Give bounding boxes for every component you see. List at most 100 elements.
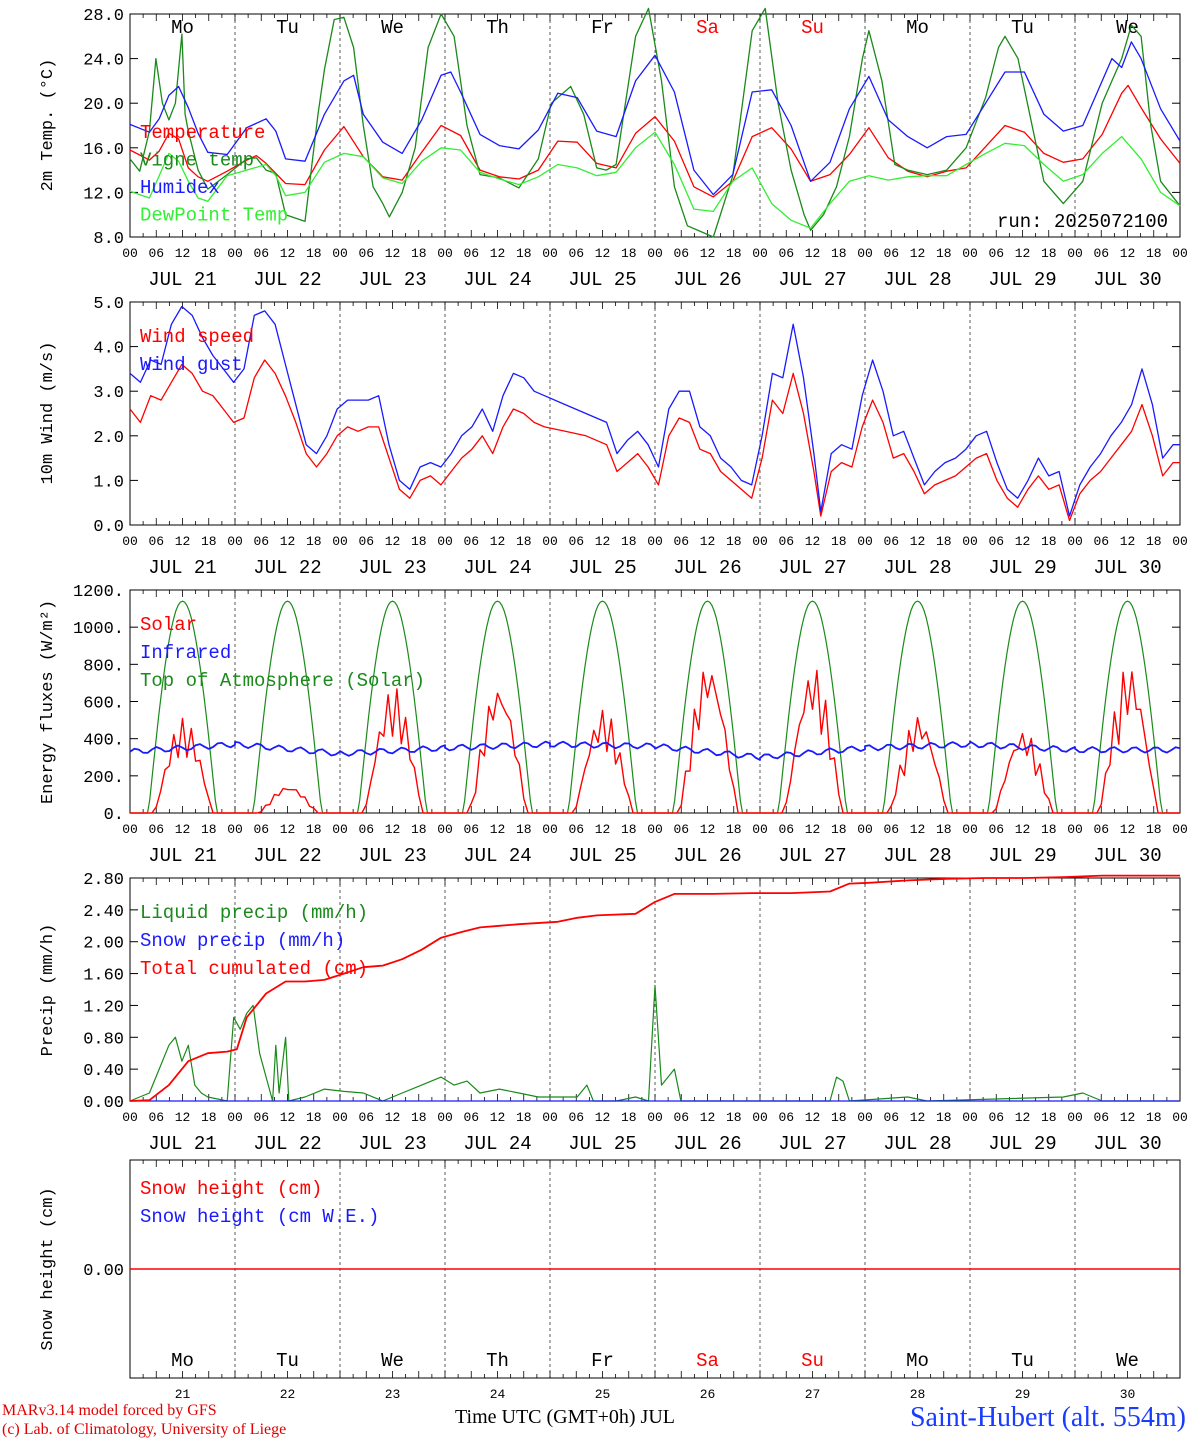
snow-legend-snow-height-cm-: Snow height (cm) — [140, 1178, 322, 1200]
bottom-day-name: Mo — [171, 1350, 194, 1372]
energy-ytick-label: 1200. — [73, 583, 124, 602]
bottom-day-number: 27 — [805, 1387, 821, 1402]
wind-date-label: JUL 21 — [148, 557, 216, 579]
energy-hour-label: 06 — [883, 822, 899, 837]
precip-hour-label: 00 — [437, 1110, 453, 1125]
energy-hour-label: 18 — [516, 822, 532, 837]
temp-hour-label: 12 — [805, 246, 821, 261]
temp-hour-label: 00 — [962, 246, 978, 261]
precip-hour-label: 00 — [647, 1110, 663, 1125]
energy-hour-label: 06 — [568, 822, 584, 837]
wind-hour-label: 12 — [1015, 534, 1031, 549]
temp-hour-label: 06 — [463, 246, 479, 261]
energy-date-label: JUL 21 — [148, 845, 216, 867]
top-day-name: We — [381, 17, 404, 39]
energy-hour-label: 12 — [1015, 822, 1031, 837]
top-day-name: Mo — [906, 17, 929, 39]
wind-hour-label: 00 — [1172, 534, 1188, 549]
energy-hour-label: 06 — [778, 822, 794, 837]
wind-legend-wind-gust: Wind gust — [140, 354, 243, 376]
wind-ytick-label: 2.0 — [93, 429, 124, 448]
energy-date-label: JUL 27 — [778, 845, 846, 867]
top-day-name: We — [1116, 17, 1139, 39]
energy-date-label: JUL 24 — [463, 845, 531, 867]
bottom-day-number: 21 — [175, 1387, 191, 1402]
precip-hour-label: 18 — [411, 1110, 427, 1125]
precip-ytick-label: 0.00 — [83, 1094, 124, 1113]
bottom-day-number: 29 — [1015, 1387, 1031, 1402]
precip-ytick-label: 1.60 — [83, 967, 124, 986]
wind-date-label: JUL 28 — [883, 557, 951, 579]
energy-hour-label: 00 — [752, 822, 768, 837]
wind-hour-label: 00 — [122, 534, 138, 549]
precip-hour-label: 18 — [1146, 1110, 1162, 1125]
precip-hour-label: 12 — [280, 1110, 296, 1125]
temp-hour-label: 06 — [778, 246, 794, 261]
precip-ytick-label: 2.80 — [83, 871, 124, 890]
wind-ytick-label: 0.0 — [93, 518, 124, 537]
wind-hour-label: 18 — [201, 534, 217, 549]
precip-hour-label: 12 — [700, 1110, 716, 1125]
wind-ytick-label: 1.0 — [93, 473, 124, 492]
precip-date-label: JUL 24 — [463, 1133, 531, 1155]
bottom-day-name: We — [1116, 1350, 1139, 1372]
precip-hour-label: 06 — [253, 1110, 269, 1125]
wind-hour-label: 00 — [647, 534, 663, 549]
temp-legend-temperature: Temperature — [140, 122, 265, 144]
temp-hour-label: 18 — [936, 246, 952, 261]
precip-date-label: JUL 22 — [253, 1133, 321, 1155]
snow-ytick-label: 0.00 — [83, 1262, 124, 1281]
precip-hour-label: 00 — [542, 1110, 558, 1125]
energy-hour-label: 00 — [542, 822, 558, 837]
energy-hour-label: 18 — [831, 822, 847, 837]
wind-hour-label: 06 — [358, 534, 374, 549]
energy-y-axis-label: Energy fluxes (W/m²) — [39, 600, 58, 804]
precip-hour-label: 18 — [621, 1110, 637, 1125]
precip-series-total-cumulated-cm- — [129, 874, 1180, 1102]
precip-hour-label: 12 — [1015, 1110, 1031, 1125]
run-annotation: run: 2025072100 — [997, 211, 1168, 233]
temp-date-label: JUL 30 — [1093, 269, 1161, 291]
bottom-day-name: Sa — [696, 1350, 719, 1372]
temp-series-vigne-temp — [129, 7, 1181, 238]
wind-hour-label: 12 — [910, 534, 926, 549]
precip-date-label: JUL 25 — [568, 1133, 636, 1155]
energy-hour-label: 06 — [988, 822, 1004, 837]
precip-hour-label: 18 — [201, 1110, 217, 1125]
precip-hour-label: 06 — [988, 1110, 1004, 1125]
temp-hour-label: 00 — [332, 246, 348, 261]
top-day-name: Su — [801, 17, 824, 39]
temp-date-label: JUL 26 — [673, 269, 741, 291]
energy-hour-label: 18 — [1041, 822, 1057, 837]
precip-hour-label: 12 — [805, 1110, 821, 1125]
precip-date-label: JUL 29 — [988, 1133, 1056, 1155]
wind-hour-label: 00 — [437, 534, 453, 549]
wind-hour-label: 00 — [1067, 534, 1083, 549]
temp-hour-label: 18 — [1041, 246, 1057, 261]
wind-hour-label: 12 — [700, 534, 716, 549]
energy-hour-label: 12 — [175, 822, 191, 837]
energy-series-infrared — [129, 740, 1181, 761]
wind-hour-label: 06 — [988, 534, 1004, 549]
energy-hour-label: 00 — [437, 822, 453, 837]
temp-ytick-label: 12.0 — [83, 185, 124, 204]
wind-hour-label: 12 — [280, 534, 296, 549]
temp-ytick-label: 16.0 — [83, 141, 124, 160]
temp-hour-label: 00 — [1172, 246, 1188, 261]
precip-hour-label: 18 — [516, 1110, 532, 1125]
precip-hour-label: 06 — [358, 1110, 374, 1125]
energy-date-label: JUL 29 — [988, 845, 1056, 867]
precip-date-label: JUL 28 — [883, 1133, 951, 1155]
wind-legend-wind-speed: Wind speed — [140, 326, 254, 348]
wind-hour-label: 06 — [883, 534, 899, 549]
wind-hour-label: 06 — [673, 534, 689, 549]
wind-hour-label: 00 — [332, 534, 348, 549]
temp-date-label: JUL 29 — [988, 269, 1056, 291]
wind-date-label: JUL 25 — [568, 557, 636, 579]
wind-hour-label: 06 — [778, 534, 794, 549]
precip-ytick-label: 2.00 — [83, 935, 124, 954]
precip-hour-label: 06 — [463, 1110, 479, 1125]
temp-legend-dewpoint-temp: DewPoint Temp — [140, 205, 288, 227]
energy-hour-label: 12 — [595, 822, 611, 837]
temp-hour-label: 12 — [175, 246, 191, 261]
